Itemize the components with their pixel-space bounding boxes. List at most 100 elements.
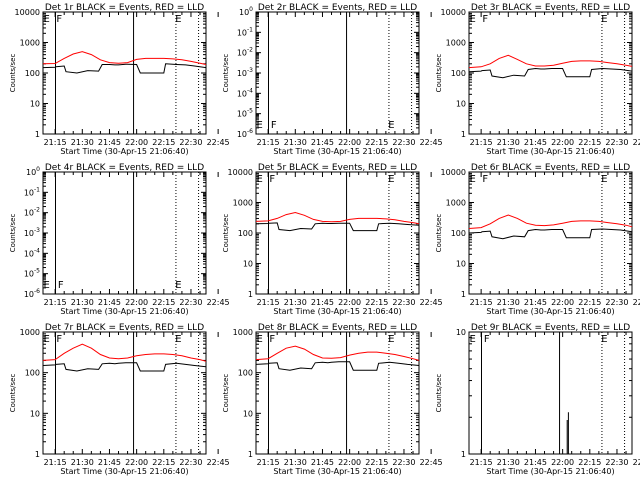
- y-axis-label: Counts/sec: [9, 214, 17, 253]
- y-tick-exponent: -5: [34, 268, 40, 275]
- x-axis-label: Start Time (30-Apr-15 21:06:40): [486, 467, 614, 476]
- x-axis-label: Start Time (30-Apr-15 21:06:40): [60, 467, 188, 476]
- x-axis-label: Start Time (30-Apr-15 21:06:40): [273, 147, 401, 156]
- x-tick-label: 21:30: [497, 138, 520, 147]
- detector-panel: Det 6r BLACK = Events, RED = LLD 1 10 100 10…: [435, 163, 640, 316]
- y-axis-label: Counts/sec: [222, 374, 230, 413]
- panel-title: Det 9r BLACK = Events, RED = LLD: [471, 323, 630, 333]
- y-tick-label: 10-6: [237, 128, 253, 139]
- x-tick-label: 21:15: [257, 138, 280, 147]
- x-tick-label: 21:45: [311, 138, 334, 147]
- event-marker-label: E: [175, 334, 181, 345]
- x-tick-label: 22:15: [365, 458, 388, 467]
- y-tick-label: 10-2: [24, 207, 40, 218]
- x-tick-label: 22:15: [365, 138, 388, 147]
- y-tick-label: 10-6: [24, 288, 40, 299]
- event-marker-label: E: [601, 334, 607, 345]
- y-tick-label: 10-4: [24, 247, 40, 258]
- events-series-line: [566, 412, 569, 455]
- x-tick-label: 21:45: [98, 138, 121, 147]
- y-tick-label: 1: [35, 130, 40, 139]
- y-axis-label: Counts/sec: [435, 214, 443, 253]
- x-axis-label: Start Time (30-Apr-15 21:06:40): [60, 147, 188, 156]
- event-marker-label: F: [269, 174, 275, 185]
- plot-frame: [468, 331, 633, 455]
- events-series-line: [42, 362, 207, 372]
- y-axis-label: Counts/sec: [9, 374, 17, 413]
- plot-frame: [42, 331, 207, 455]
- lld-series-line: [468, 54, 633, 69]
- x-tick-label: 22:15: [365, 298, 388, 307]
- y-tick-label: 10: [243, 409, 253, 418]
- x-axis-label: Start Time (30-Apr-15 21:06:40): [486, 147, 614, 156]
- event-marker-label: F: [56, 334, 62, 345]
- event-marker-label: E: [601, 14, 607, 25]
- y-tick-label: 10-4: [237, 87, 253, 98]
- x-tick-label: 21:45: [311, 458, 334, 467]
- lld-series-line: [255, 345, 420, 361]
- x-tick-label: 22:00: [125, 298, 148, 307]
- x-tick-label: 22:30: [392, 458, 415, 467]
- y-tick-exponent: -6: [247, 128, 253, 135]
- y-tick-label: 100: [239, 6, 253, 17]
- x-tick-label: 22:15: [578, 138, 601, 147]
- y-tick-label: 1: [35, 450, 40, 459]
- y-tick-exponent: -4: [247, 87, 253, 94]
- x-tick-label: 22:15: [152, 458, 175, 467]
- y-tick-label: 100: [26, 166, 40, 177]
- y-tick-label: 10-5: [237, 108, 253, 119]
- y-tick-exponent: 0: [249, 6, 253, 13]
- events-series-line: [468, 228, 633, 240]
- event-marker-label: E: [44, 334, 50, 345]
- y-tick-label: 1: [461, 290, 466, 299]
- panel-title: Det 6r BLACK = Events, RED = LLD: [471, 163, 630, 173]
- x-tick-label: 22:30: [605, 458, 628, 467]
- y-tick-label: 10: [456, 328, 466, 337]
- event-marker-label: E: [257, 174, 263, 185]
- y-axis-label: Counts/sec: [222, 54, 230, 93]
- y-axis-label: Counts/sec: [435, 54, 443, 93]
- x-tick-label: 21:30: [497, 458, 520, 467]
- y-tick-label: 10: [243, 260, 253, 269]
- x-tick-label: 22:30: [179, 298, 202, 307]
- y-axis-label: Counts/sec: [435, 374, 443, 413]
- y-tick-label: 1000: [446, 39, 466, 48]
- plot-frame: [255, 331, 420, 455]
- detector-panel: Det 3r BLACK = Events, RED = LLD 1 10 100 10…: [435, 3, 640, 156]
- events-series-line: [42, 63, 207, 74]
- x-tick-label: 22:00: [551, 298, 574, 307]
- y-tick-exponent: -1: [34, 186, 40, 193]
- panel-title: Det 3r BLACK = Events, RED = LLD: [471, 3, 630, 13]
- x-tick-label: 22:45: [633, 458, 640, 467]
- y-tick-label: 100: [451, 229, 466, 238]
- y-tick-label: 10-3: [237, 67, 253, 78]
- y-tick-label: 10: [456, 260, 466, 269]
- panel-title: Det 1r BLACK = Events, RED = LLD: [45, 3, 204, 13]
- x-axis-label: Start Time (30-Apr-15 21:06:40): [486, 307, 614, 316]
- x-tick-label: 21:30: [71, 138, 94, 147]
- y-tick-label: 10-2: [237, 47, 253, 58]
- event-marker-label: E: [175, 14, 181, 25]
- x-tick-label: 21:15: [257, 458, 280, 467]
- x-tick-label: 21:30: [284, 458, 307, 467]
- panel-title: Det 2r BLACK = Events, RED = LLD: [258, 3, 417, 13]
- x-tick-label: 22:30: [605, 298, 628, 307]
- events-series-line: [255, 222, 420, 232]
- y-tick-label: 1000: [233, 328, 253, 337]
- x-tick-label: 21:45: [98, 458, 121, 467]
- y-tick-exponent: -3: [247, 67, 253, 74]
- events-series-line: [255, 361, 420, 371]
- x-axis-label: Start Time (30-Apr-15 21:06:40): [60, 307, 188, 316]
- plot-frame: [42, 171, 207, 295]
- y-tick-label: 1: [461, 130, 466, 139]
- x-tick-label: 22:15: [578, 458, 601, 467]
- detector-panel: Det 5r BLACK = Events, RED = LLD 1 10 100 10…: [222, 163, 443, 316]
- lld-series-line: [468, 214, 633, 229]
- y-tick-label: 1000: [20, 328, 40, 337]
- y-tick-label: 10000: [228, 168, 253, 177]
- x-tick-label: 22:15: [152, 298, 175, 307]
- x-tick-label: 22:30: [179, 458, 202, 467]
- y-tick-label: 10-5: [24, 268, 40, 279]
- x-axis-label: Start Time (30-Apr-15 21:06:40): [273, 467, 401, 476]
